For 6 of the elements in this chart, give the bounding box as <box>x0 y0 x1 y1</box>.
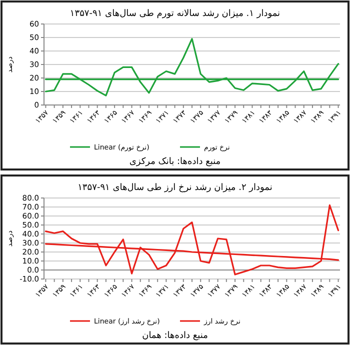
line-series <box>44 204 340 276</box>
chart-title: نمودار ۱. میزان رشد سالانه تورم طی سال‌های ۹۱-۱۳۵۷ <box>70 9 280 19</box>
text: منبع داده‌ها: بانک مرکزی <box>129 157 221 167</box>
chart-title: نمودار ۲. میزان رشد نرخ ارز طی سال‌های ۹۱-۱۳۵۷ <box>78 183 272 193</box>
line-series <box>44 38 340 96</box>
text: منبع داده‌ها: همان <box>142 331 208 341</box>
